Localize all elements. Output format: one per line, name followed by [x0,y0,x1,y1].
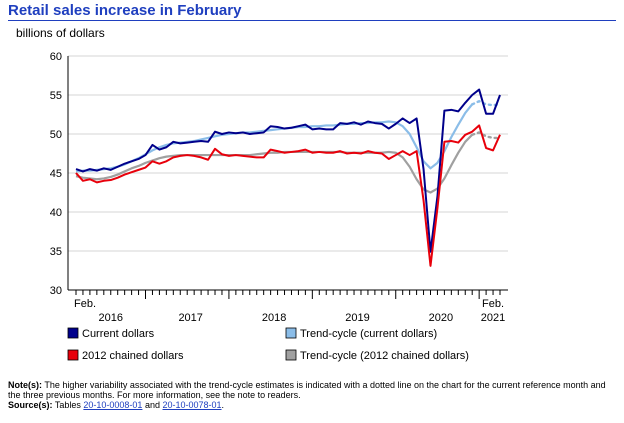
legend-swatch [67,327,79,339]
y-tick-labels: 30 35 40 45 50 55 60 [50,51,62,297]
y-tick-label-50: 50 [50,129,62,141]
series-line [75,124,501,267]
y-tick-label-40: 40 [50,207,62,219]
series-lines [75,88,502,267]
x-edge-label-left: Feb. [74,298,96,310]
series-dotted-segment [470,131,502,140]
y-tick-label-35: 35 [50,246,62,258]
notes-block: Note(s): The higher variability associat… [8,380,616,410]
year-label-2021: 2021 [481,312,505,324]
source-line: Source(s): Tables 20-10-0008-01 and 20-1… [8,400,616,410]
source-label: Source(s): [8,400,53,410]
year-label-2020: 2020 [429,312,453,324]
x-edge-label-right: Feb. [482,298,504,310]
source-end: . [221,400,225,410]
series-line [75,134,473,194]
page-title: Retail sales increase in February [8,2,242,19]
legend-label: Trend-cycle (current dollars) [300,328,437,340]
year-label-2016: 2016 [99,312,123,324]
year-label-2018: 2018 [262,312,286,324]
legend-swatch [67,349,79,361]
table-link-1[interactable]: 20-10-0008-01 [83,400,143,410]
year-label-2017: 2017 [178,312,202,324]
table-link-2[interactable]: 20-10-0078-01 [162,400,222,410]
series-line [75,88,501,253]
series-line [75,103,474,173]
year-label-2019: 2019 [345,312,369,324]
legend-swatch [285,327,297,339]
y-tick-label-60: 60 [50,51,62,63]
source-pre: Tables [54,400,81,410]
y-tick-label-30: 30 [50,285,62,297]
y-tick-label-45: 45 [50,168,62,180]
legend-label: Trend-cycle (2012 chained dollars) [300,350,469,362]
title-rule [8,20,616,21]
legend-swatch [285,349,297,361]
note-text: The higher variability associated with t… [8,380,606,400]
y-tick-label-55: 55 [50,90,62,102]
grid-lines [67,55,508,291]
retail-sales-line-chart: billions of dollars 30 35 40 45 50 55 60 Feb. F… [16,26,508,362]
x-axis: Feb. Feb.2016 2017 2018 2019 2020 2021 [68,289,508,324]
legend-label: Current dollars [82,328,155,340]
legend: Current dollars Trend-cycle (current doll… [67,327,469,362]
note-label: Note(s): [8,380,42,390]
legend-label: 2012 chained dollars [82,350,184,362]
y-axis-label: billions of dollars [16,26,105,40]
note-line: Note(s): The higher variability associat… [8,380,616,400]
source-and: and [144,400,160,410]
